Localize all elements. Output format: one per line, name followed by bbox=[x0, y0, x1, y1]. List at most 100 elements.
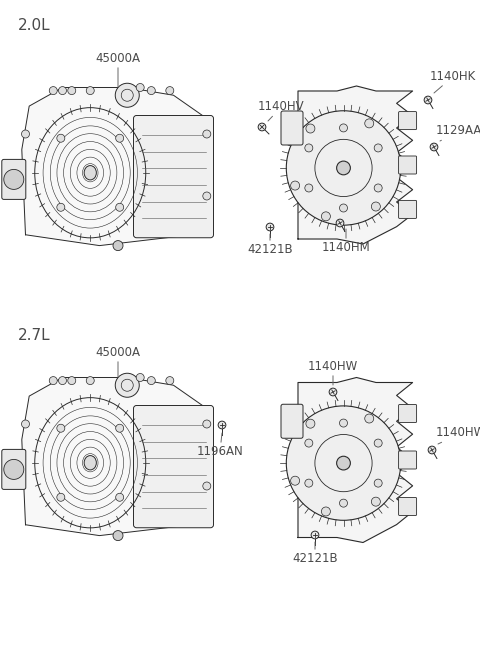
Text: 1140HK: 1140HK bbox=[430, 70, 476, 93]
Polygon shape bbox=[298, 377, 413, 542]
Circle shape bbox=[329, 388, 337, 396]
Circle shape bbox=[115, 83, 139, 107]
Text: 1129AA: 1129AA bbox=[436, 124, 480, 141]
Circle shape bbox=[57, 134, 65, 142]
Ellipse shape bbox=[84, 166, 96, 180]
Circle shape bbox=[306, 124, 315, 133]
Circle shape bbox=[68, 86, 76, 94]
Circle shape bbox=[305, 479, 313, 487]
Circle shape bbox=[374, 439, 382, 447]
Circle shape bbox=[116, 493, 124, 501]
Polygon shape bbox=[22, 88, 211, 246]
Circle shape bbox=[374, 184, 382, 192]
Circle shape bbox=[339, 499, 348, 507]
Circle shape bbox=[116, 203, 124, 212]
Circle shape bbox=[339, 419, 348, 427]
Polygon shape bbox=[22, 377, 211, 536]
Circle shape bbox=[430, 143, 438, 151]
Circle shape bbox=[290, 181, 300, 190]
Circle shape bbox=[57, 203, 65, 212]
Circle shape bbox=[290, 476, 300, 485]
Circle shape bbox=[86, 86, 94, 94]
Circle shape bbox=[4, 170, 24, 189]
Circle shape bbox=[322, 212, 330, 221]
Circle shape bbox=[372, 497, 380, 506]
FancyBboxPatch shape bbox=[133, 405, 214, 528]
Circle shape bbox=[113, 531, 123, 540]
Circle shape bbox=[115, 373, 139, 397]
FancyBboxPatch shape bbox=[398, 200, 417, 218]
Circle shape bbox=[286, 406, 401, 520]
Circle shape bbox=[22, 420, 29, 428]
FancyBboxPatch shape bbox=[281, 111, 303, 145]
Circle shape bbox=[336, 219, 344, 227]
Circle shape bbox=[339, 204, 348, 212]
Circle shape bbox=[372, 202, 380, 211]
Circle shape bbox=[203, 130, 211, 138]
FancyBboxPatch shape bbox=[2, 159, 26, 199]
Text: 45000A: 45000A bbox=[96, 346, 141, 377]
Circle shape bbox=[336, 161, 350, 175]
Circle shape bbox=[203, 192, 211, 200]
Circle shape bbox=[59, 377, 67, 384]
Text: 2.7L: 2.7L bbox=[18, 328, 50, 343]
Text: 1140HV: 1140HV bbox=[258, 100, 305, 121]
Circle shape bbox=[136, 373, 144, 381]
Circle shape bbox=[306, 419, 315, 428]
Circle shape bbox=[339, 124, 348, 132]
Circle shape bbox=[374, 479, 382, 487]
Circle shape bbox=[336, 457, 350, 470]
Circle shape bbox=[266, 223, 274, 231]
Text: 1140HW: 1140HW bbox=[308, 360, 358, 385]
Text: 2.0L: 2.0L bbox=[18, 18, 50, 33]
Circle shape bbox=[49, 86, 57, 94]
Circle shape bbox=[116, 134, 124, 142]
Circle shape bbox=[374, 144, 382, 152]
Circle shape bbox=[258, 123, 266, 131]
Circle shape bbox=[49, 377, 57, 384]
Circle shape bbox=[166, 377, 174, 384]
Text: 1140HM: 1140HM bbox=[322, 229, 371, 254]
FancyBboxPatch shape bbox=[133, 115, 214, 238]
Circle shape bbox=[305, 184, 313, 192]
Circle shape bbox=[136, 83, 144, 92]
Text: 1140HW: 1140HW bbox=[436, 426, 480, 444]
FancyBboxPatch shape bbox=[398, 111, 417, 130]
Circle shape bbox=[116, 424, 124, 432]
Text: 1196AN: 1196AN bbox=[197, 433, 243, 458]
Circle shape bbox=[305, 439, 313, 447]
Circle shape bbox=[147, 377, 156, 384]
Circle shape bbox=[428, 446, 436, 454]
Circle shape bbox=[4, 459, 24, 479]
Circle shape bbox=[22, 130, 29, 138]
FancyBboxPatch shape bbox=[2, 449, 26, 489]
Circle shape bbox=[86, 377, 94, 384]
FancyBboxPatch shape bbox=[398, 156, 417, 174]
Circle shape bbox=[286, 111, 401, 225]
Circle shape bbox=[311, 531, 319, 539]
Circle shape bbox=[305, 144, 313, 152]
Circle shape bbox=[57, 424, 65, 432]
FancyBboxPatch shape bbox=[281, 404, 303, 438]
Circle shape bbox=[365, 119, 374, 128]
Polygon shape bbox=[298, 86, 413, 244]
Circle shape bbox=[68, 377, 76, 384]
Circle shape bbox=[365, 414, 374, 423]
FancyBboxPatch shape bbox=[398, 498, 417, 515]
Ellipse shape bbox=[84, 456, 96, 470]
Circle shape bbox=[57, 493, 65, 501]
Text: 45000A: 45000A bbox=[96, 52, 141, 87]
Circle shape bbox=[424, 96, 432, 104]
Text: 42121B: 42121B bbox=[247, 234, 293, 256]
Circle shape bbox=[218, 421, 226, 429]
Circle shape bbox=[203, 482, 211, 490]
Circle shape bbox=[166, 86, 174, 94]
Circle shape bbox=[113, 240, 123, 251]
Circle shape bbox=[203, 420, 211, 428]
Circle shape bbox=[59, 86, 67, 94]
FancyBboxPatch shape bbox=[398, 451, 417, 469]
Circle shape bbox=[322, 507, 330, 516]
Circle shape bbox=[147, 86, 156, 94]
Text: 42121B: 42121B bbox=[292, 542, 338, 565]
FancyBboxPatch shape bbox=[398, 405, 417, 422]
